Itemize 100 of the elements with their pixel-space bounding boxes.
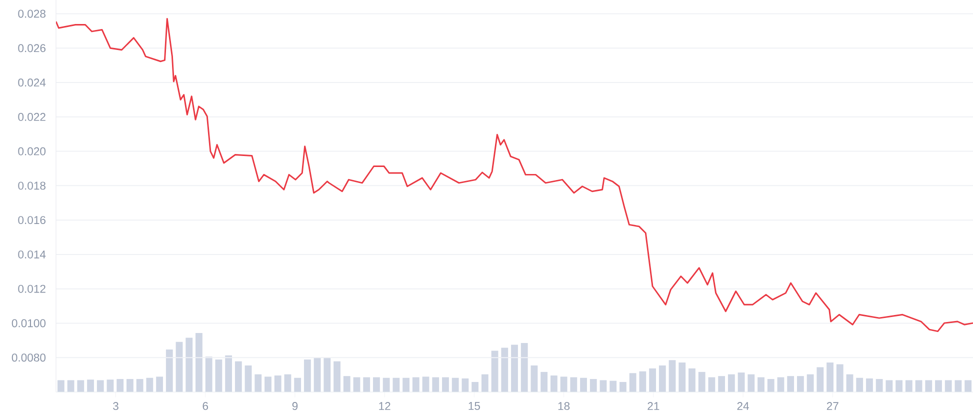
- bar: [472, 382, 479, 392]
- y-tick-label: 0.012: [18, 284, 46, 293]
- bar: [846, 374, 854, 392]
- y-tick-label: 0.014: [18, 250, 46, 258]
- bar: [215, 360, 222, 392]
- x-tick-label: 15: [468, 402, 480, 410]
- bar: [836, 364, 844, 392]
- bar: [886, 380, 893, 392]
- bar: [748, 374, 755, 392]
- bar: [570, 377, 578, 392]
- bar: [658, 365, 666, 392]
- bar: [116, 379, 124, 392]
- bar: [442, 377, 449, 392]
- bar: [186, 338, 193, 392]
- bar: [915, 380, 922, 392]
- x-tick-label: 12: [379, 402, 390, 410]
- bar: [896, 380, 902, 392]
- bar: [620, 382, 626, 392]
- bar: [935, 380, 942, 392]
- bar: [530, 365, 538, 392]
- bar: [196, 333, 202, 392]
- bar: [234, 361, 242, 392]
- x-tick-label: 3: [113, 402, 118, 410]
- bar: [363, 377, 370, 392]
- y-tick-label: 0.024: [18, 78, 46, 87]
- bar: [244, 365, 252, 392]
- bar: [787, 376, 794, 392]
- bar: [334, 361, 340, 392]
- bar: [225, 355, 232, 392]
- bar: [205, 356, 212, 392]
- bar: [491, 350, 498, 392]
- bar: [304, 360, 311, 392]
- bar: [254, 374, 262, 392]
- bar: [866, 378, 873, 392]
- bar: [452, 378, 459, 392]
- y-tick-label: 0.016: [18, 216, 46, 224]
- bar: [274, 375, 282, 392]
- bar: [462, 378, 469, 392]
- bar: [649, 368, 656, 392]
- bar: [610, 380, 617, 392]
- bar: [806, 374, 814, 392]
- bar: [511, 344, 518, 392]
- bar: [520, 343, 528, 392]
- bar: [136, 379, 144, 392]
- bar: [382, 378, 390, 392]
- bar: [392, 378, 400, 392]
- bar: [728, 374, 735, 392]
- bar: [264, 376, 272, 392]
- bar: [560, 376, 568, 392]
- bar: [629, 373, 636, 392]
- bar: [688, 368, 696, 392]
- bar: [668, 360, 676, 392]
- y-tick-label: 0.026: [18, 44, 46, 52]
- bar: [678, 362, 686, 392]
- bar: [481, 374, 488, 392]
- bar: [176, 342, 183, 392]
- bar: [67, 380, 74, 392]
- bar: [343, 376, 350, 392]
- x-tick-label: 27: [826, 402, 838, 410]
- bar: [590, 379, 597, 392]
- bar: [57, 380, 64, 392]
- bar: [166, 350, 173, 392]
- bar: [96, 380, 104, 392]
- bar: [639, 371, 646, 392]
- bar: [856, 378, 864, 392]
- bar: [540, 372, 548, 392]
- bar: [826, 362, 834, 392]
- bar: [106, 380, 114, 392]
- bar: [944, 380, 952, 392]
- bar: [77, 380, 84, 392]
- line-series: [56, 18, 973, 332]
- y-tick-label: 0.028: [18, 10, 46, 18]
- bar: [432, 377, 440, 392]
- bar: [905, 380, 912, 392]
- bar: [876, 379, 883, 392]
- bar: [954, 380, 962, 392]
- y-tick-label: 0.0100: [12, 319, 46, 328]
- y-tick-label: 0.0080: [12, 354, 46, 362]
- x-tick-label: 24: [737, 402, 749, 410]
- x-tick-label: 6: [202, 402, 208, 410]
- bar: [284, 374, 292, 392]
- bar: [402, 378, 410, 392]
- bar: [718, 376, 726, 392]
- x-tick-label: 9: [292, 402, 298, 410]
- y-tick-label: 0.022: [18, 112, 46, 121]
- bar: [146, 378, 154, 392]
- bar: [698, 372, 706, 392]
- bar: [758, 377, 764, 392]
- bar: [964, 380, 972, 392]
- bar: [738, 372, 745, 392]
- bar: [816, 367, 824, 392]
- bar: [314, 358, 321, 392]
- bar: [600, 380, 607, 392]
- x-tick-label: 18: [558, 402, 570, 410]
- bar: [501, 348, 508, 392]
- bar: [156, 376, 163, 392]
- bar: [796, 376, 804, 392]
- bar: [767, 379, 774, 392]
- bar: [422, 376, 430, 392]
- y-tick-label: 0.020: [18, 147, 46, 156]
